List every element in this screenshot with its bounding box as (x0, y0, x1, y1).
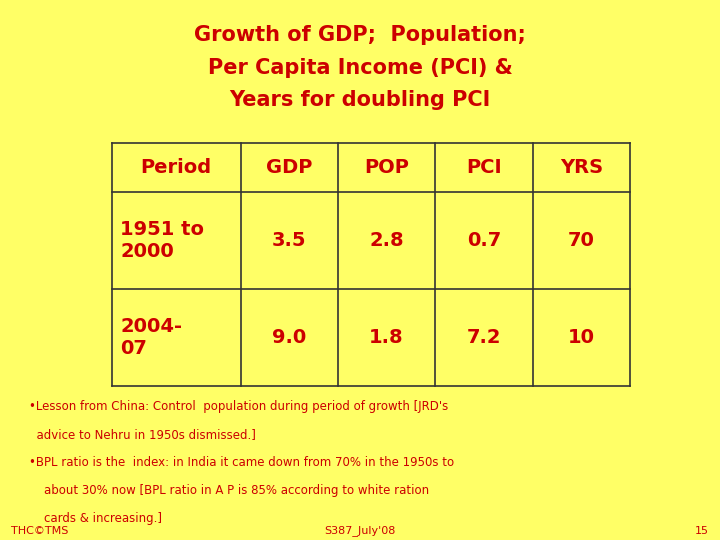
Text: advice to Nehru in 1950s dismissed.]: advice to Nehru in 1950s dismissed.] (29, 428, 256, 441)
Text: YRS: YRS (559, 158, 603, 177)
Text: 15: 15 (696, 525, 709, 536)
Text: cards & increasing.]: cards & increasing.] (29, 512, 162, 525)
Text: PCI: PCI (466, 158, 502, 177)
Text: Per Capita Income (PCI) &: Per Capita Income (PCI) & (207, 57, 513, 78)
Text: 7.2: 7.2 (467, 328, 501, 347)
Text: •BPL ratio is the  index: in India it came down from 70% in the 1950s to: •BPL ratio is the index: in India it cam… (29, 456, 454, 469)
Text: 2.8: 2.8 (369, 231, 404, 250)
Text: •Lesson from China: Control  population during period of growth [JRD's: •Lesson from China: Control population d… (29, 400, 448, 413)
Text: Years for doubling PCI: Years for doubling PCI (230, 90, 490, 110)
Text: 9.0: 9.0 (272, 328, 306, 347)
Text: Growth of GDP;  Population;: Growth of GDP; Population; (194, 25, 526, 45)
Text: 3.5: 3.5 (272, 231, 307, 250)
Text: 2004-
07: 2004- 07 (120, 317, 182, 358)
Text: 0.7: 0.7 (467, 231, 501, 250)
Text: S387_July'08: S387_July'08 (324, 525, 396, 536)
Text: POP: POP (364, 158, 409, 177)
Text: 10: 10 (568, 328, 595, 347)
Text: GDP: GDP (266, 158, 312, 177)
Text: about 30% now [BPL ratio in A P is 85% according to white ration: about 30% now [BPL ratio in A P is 85% a… (29, 484, 429, 497)
Text: Period: Period (140, 158, 212, 177)
Text: 1951 to
2000: 1951 to 2000 (120, 220, 204, 261)
Text: 70: 70 (568, 231, 595, 250)
Text: THC©TMS: THC©TMS (11, 525, 68, 536)
Text: 1.8: 1.8 (369, 328, 404, 347)
